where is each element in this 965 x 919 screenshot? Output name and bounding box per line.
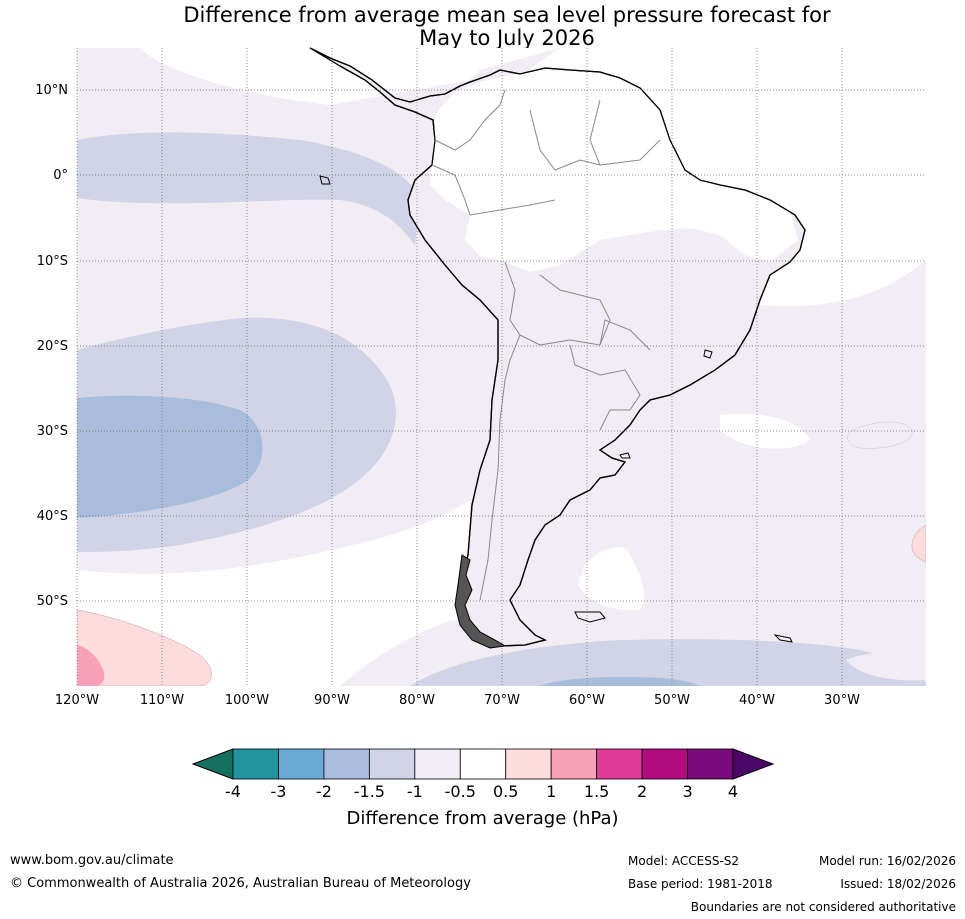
- disclaimer-text: Boundaries are not considered authoritat…: [690, 900, 956, 914]
- anomaly-region-minus-1-east: [847, 421, 913, 449]
- colorbar-tick-label: 3: [682, 782, 693, 801]
- colorbar-tick-label: -1.5: [353, 782, 385, 801]
- lakes-and-islands: [319, 175, 793, 643]
- lon-label: 30°W: [824, 693, 860, 708]
- colorbar-segment: [505, 748, 552, 780]
- lat-label: 40°S: [36, 509, 68, 524]
- website-link[interactable]: www.bom.gov.au/climate: [10, 853, 174, 868]
- colorbar: [191, 748, 775, 780]
- anomaly-region-plus-1: [77, 645, 105, 686]
- colorbar-tick-label: -3: [270, 782, 287, 801]
- lon-label: 90°W: [314, 693, 350, 708]
- colorbar-segment: [641, 748, 688, 780]
- colorbar-tick-label: 2: [636, 782, 648, 801]
- colorbar-tick-label: 4: [727, 782, 739, 801]
- patagonia-archipelago: [454, 554, 507, 649]
- colorbar-extend-low: [191, 748, 234, 780]
- colorbar-segment: [414, 748, 461, 780]
- colorbar-segment: [459, 748, 507, 780]
- neutral-pocket-south-pacific: [77, 500, 470, 686]
- colorbar-segment: [687, 748, 734, 780]
- colorbar-tick-label: -1: [406, 782, 423, 801]
- colorbar-extend-high: [732, 748, 775, 780]
- anomaly-region-plus-0-5-east: [911, 524, 926, 563]
- colorbar-tick-label: 0.5: [492, 782, 519, 801]
- colorbar-segment: [368, 748, 416, 780]
- colorbar-segment: [232, 748, 279, 780]
- lat-label: 0°: [53, 168, 68, 183]
- colorbar-tick-label: -0.5: [444, 782, 476, 801]
- lat-label: 10°N: [35, 83, 68, 98]
- neutral-pocket-argentine-basin: [578, 547, 645, 611]
- lat-label: 10°S: [36, 254, 68, 269]
- colorbar-title: Difference from average (hPa): [346, 808, 619, 829]
- lat-label: 50°S: [36, 594, 68, 609]
- colorbar-tick-label: 1: [546, 782, 557, 801]
- anomaly-region-plus-0-5: [77, 609, 212, 686]
- colorbar-tick-label: -4: [225, 782, 241, 801]
- title-line-1: Difference from average mean sea level p…: [183, 3, 831, 27]
- lon-label: 70°W: [484, 693, 520, 708]
- country-borders: [431, 89, 661, 601]
- map-title: Difference from average mean sea level p…: [0, 4, 965, 50]
- lon-label: 80°W: [399, 693, 435, 708]
- lon-label: 60°W: [569, 693, 605, 708]
- lon-label: 50°W: [654, 693, 690, 708]
- pressure-anomaly-map: [76, 47, 926, 686]
- title-line-2: May to July 2026: [419, 26, 595, 50]
- neutral-area-amazon: [430, 70, 798, 272]
- colorbar-segment: [323, 748, 370, 780]
- model-text: Model: ACCESS-S2: [628, 854, 740, 868]
- colorbar-segment: [550, 748, 598, 780]
- lon-label: 110°W: [139, 693, 185, 708]
- lon-label: 40°W: [739, 693, 775, 708]
- lat-label: 30°S: [36, 424, 68, 439]
- graticule: [76, 48, 926, 686]
- anomaly-region-minus-1-southeast: [846, 651, 926, 681]
- anomaly-region-minus-2-southern-ocean: [540, 676, 700, 686]
- lat-label: 20°S: [36, 339, 68, 354]
- anomaly-region-minus-1-5-equatorial: [77, 132, 420, 245]
- lon-label: 120°W: [54, 693, 100, 708]
- anomaly-region-minus-2: [77, 395, 263, 518]
- coastline: [309, 47, 806, 647]
- copyright-text: © Commonwealth of Australia 2026, Austra…: [10, 876, 471, 891]
- lon-label: 100°W: [224, 693, 270, 708]
- model-run-text: Model run: 16/02/2026: [818, 854, 956, 868]
- colorbar-tick-label: 1.5: [583, 782, 610, 801]
- colorbar-segment: [596, 748, 643, 780]
- issued-text: Issued: 18/02/2026: [840, 877, 956, 891]
- anomaly-region-minus-1-5-southern-ocean: [410, 639, 926, 686]
- colorbar-segment: [278, 748, 325, 780]
- colorbar-tick-label: -2: [315, 782, 332, 801]
- base-period-text: Base period: 1981-2018: [628, 877, 773, 891]
